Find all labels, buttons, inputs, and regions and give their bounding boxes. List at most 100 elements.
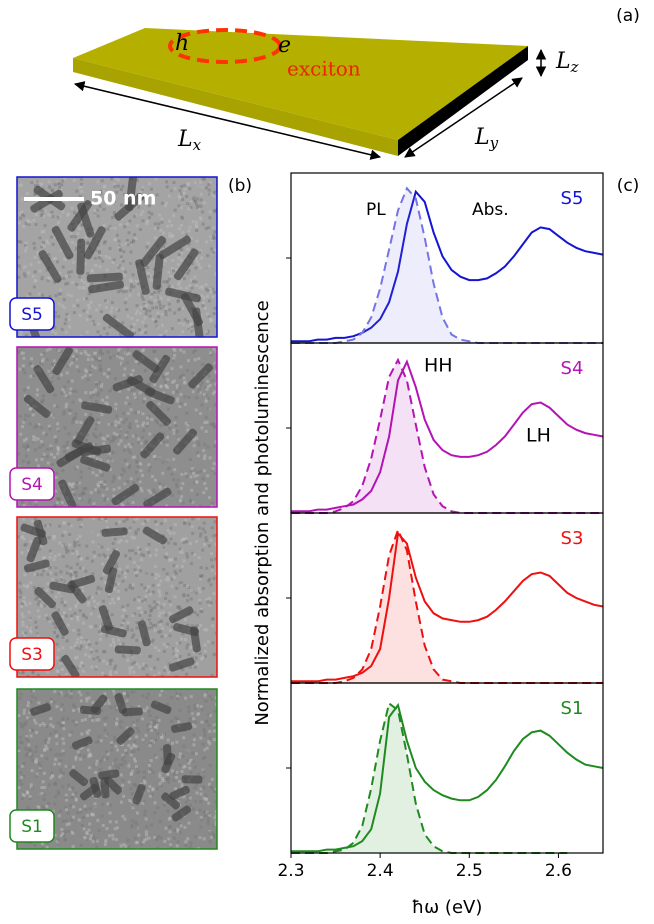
noise xyxy=(196,206,199,209)
noise xyxy=(95,443,98,446)
noise xyxy=(192,220,195,223)
noise xyxy=(126,480,129,483)
noise xyxy=(58,692,61,695)
noise xyxy=(104,839,107,842)
noise xyxy=(195,540,198,543)
noise xyxy=(147,275,150,278)
noise xyxy=(199,470,202,473)
noise xyxy=(137,546,140,549)
noise xyxy=(113,211,116,214)
noise xyxy=(148,655,151,658)
noise xyxy=(59,570,62,573)
noise xyxy=(109,247,112,250)
noise xyxy=(192,390,195,393)
noise xyxy=(85,545,88,548)
noise xyxy=(19,736,22,739)
noise xyxy=(196,451,199,454)
noise xyxy=(61,544,64,547)
noise xyxy=(213,462,216,465)
noise xyxy=(213,472,216,475)
noise xyxy=(126,628,129,631)
noise xyxy=(118,486,121,489)
noise xyxy=(50,700,53,703)
noise xyxy=(110,741,113,744)
noise xyxy=(162,461,165,464)
noise xyxy=(159,580,162,583)
noise xyxy=(154,577,157,580)
noise xyxy=(72,629,75,632)
noise xyxy=(201,549,204,552)
noise xyxy=(199,217,202,220)
noise xyxy=(38,293,41,296)
noise xyxy=(84,718,87,721)
noise xyxy=(40,353,43,356)
noise xyxy=(200,793,203,796)
noise xyxy=(89,754,92,757)
noise xyxy=(211,467,214,470)
hole-label: h xyxy=(175,31,189,56)
noise xyxy=(159,612,162,615)
noise xyxy=(182,502,185,505)
noise xyxy=(42,722,45,725)
noise xyxy=(126,659,129,662)
noise xyxy=(186,369,189,372)
noise xyxy=(32,374,35,377)
noise xyxy=(72,816,75,819)
noise xyxy=(114,420,117,423)
noise xyxy=(45,433,48,436)
noise xyxy=(25,603,28,606)
noise xyxy=(139,391,142,394)
noise xyxy=(46,589,49,592)
noise xyxy=(150,278,153,281)
noise xyxy=(49,427,52,430)
l: L xyxy=(474,125,490,150)
noise xyxy=(142,522,145,525)
noise xyxy=(173,311,176,314)
noise xyxy=(184,403,187,406)
noise xyxy=(33,573,36,576)
noise xyxy=(209,210,212,213)
noise xyxy=(209,288,212,291)
noise xyxy=(137,834,140,837)
noise xyxy=(180,637,183,640)
noise xyxy=(204,650,207,653)
noise xyxy=(65,318,68,321)
noise xyxy=(53,802,56,805)
noise xyxy=(180,185,183,188)
noise xyxy=(62,721,65,724)
noise xyxy=(199,826,202,829)
noise xyxy=(51,375,54,378)
noise xyxy=(175,587,178,590)
noise xyxy=(25,246,28,249)
noise xyxy=(17,766,20,769)
noise xyxy=(118,476,121,479)
noise xyxy=(103,499,106,502)
noise xyxy=(136,719,139,722)
noise xyxy=(128,220,131,223)
noise xyxy=(35,626,38,629)
noise xyxy=(198,599,201,602)
noise xyxy=(20,536,23,539)
noise xyxy=(135,530,138,533)
noise xyxy=(105,306,108,309)
noise xyxy=(114,745,117,748)
noise xyxy=(171,769,174,772)
noise xyxy=(211,502,214,505)
noise xyxy=(134,552,137,555)
noise xyxy=(48,620,51,623)
noise xyxy=(209,291,212,294)
noise xyxy=(180,824,183,827)
noise xyxy=(150,418,153,421)
noise xyxy=(131,536,134,539)
noise xyxy=(213,834,216,837)
noise xyxy=(171,285,174,288)
noise xyxy=(71,380,74,383)
noise xyxy=(186,428,189,431)
noise xyxy=(98,256,101,259)
noise xyxy=(199,624,202,627)
noise xyxy=(202,587,205,590)
noise xyxy=(58,525,61,528)
noise xyxy=(61,501,64,504)
noise xyxy=(202,223,205,226)
noise xyxy=(111,480,114,483)
